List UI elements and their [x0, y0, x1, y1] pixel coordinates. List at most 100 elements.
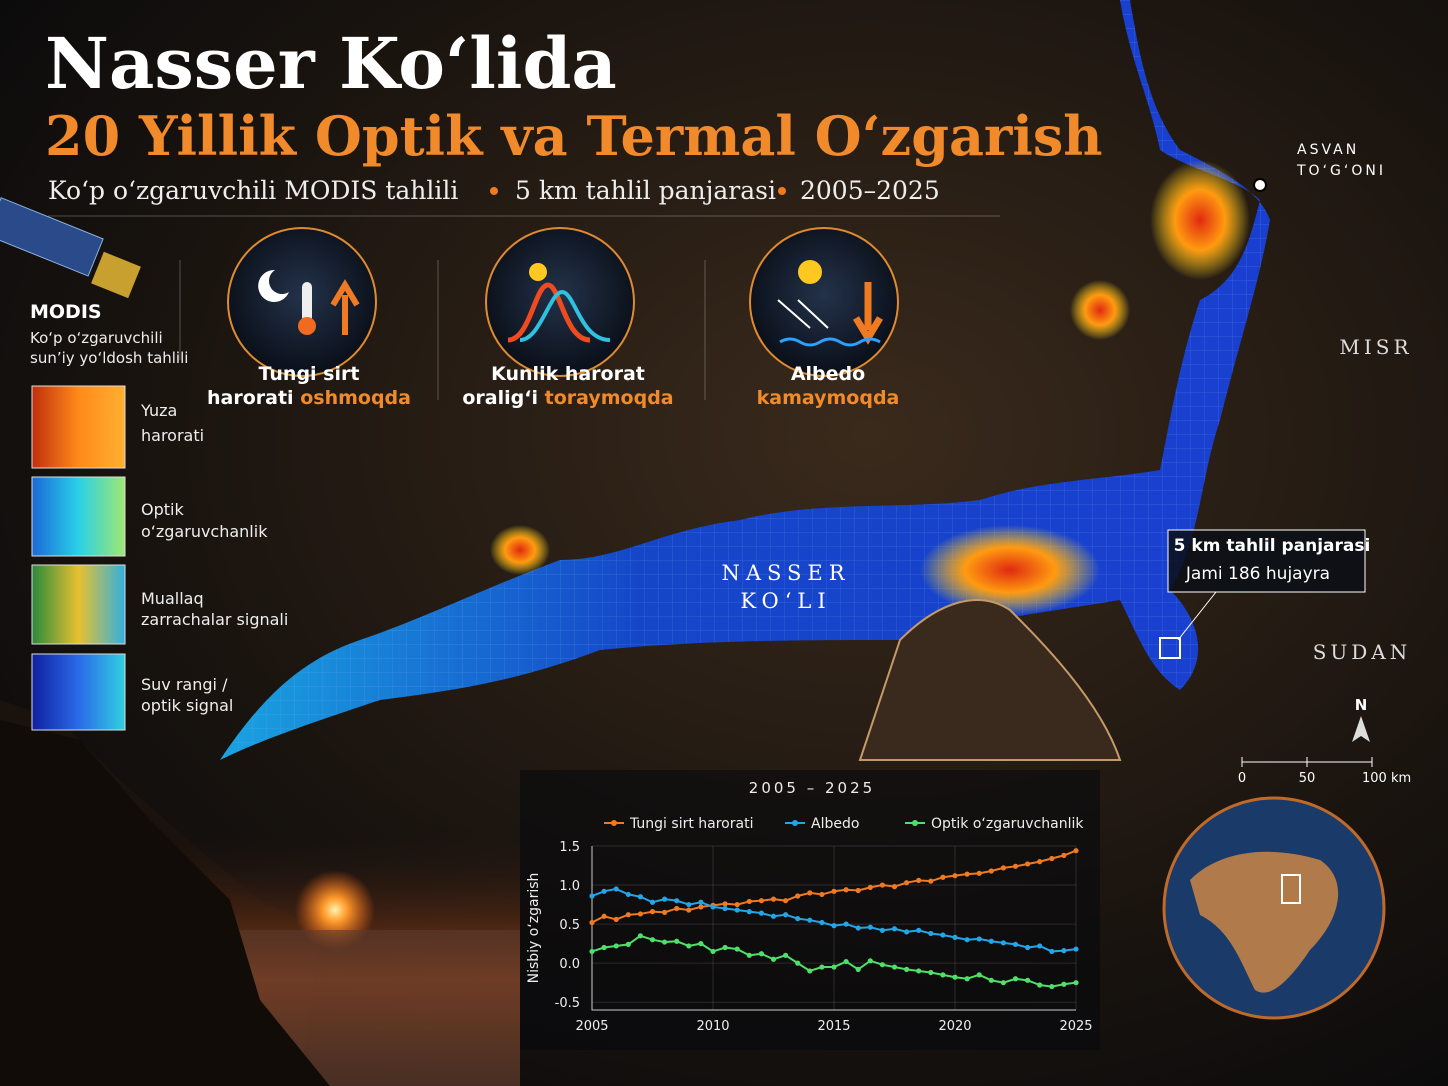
hotspot: [1150, 160, 1250, 280]
layer-label: Muallaq: [141, 589, 204, 608]
data-point: [928, 969, 934, 976]
data-point: [1012, 976, 1019, 982]
dam-marker: [1253, 178, 1267, 192]
data-point: [1061, 948, 1067, 954]
data-point: [795, 960, 801, 966]
indicator-title: Albedo: [791, 363, 865, 385]
data-point: [795, 916, 801, 922]
data-point: [867, 924, 873, 930]
cliff: [0, 720, 330, 1086]
data-point: [964, 937, 970, 943]
x-tick-label: 2025: [1059, 1019, 1092, 1034]
data-point: [952, 934, 958, 940]
data-point: [988, 938, 994, 944]
data-point: [819, 919, 825, 926]
data-point: [770, 956, 777, 962]
title: Nasser Ko‘lida: [45, 22, 617, 105]
layer-label: harorati: [141, 426, 204, 445]
lake-label: NASSER: [721, 561, 850, 585]
north-arrow: [1352, 716, 1370, 742]
data-point: [1061, 981, 1067, 987]
data-point: [1073, 946, 1079, 952]
grid-box-title: 5 km tahlil panjarasi: [1174, 536, 1371, 556]
data-point: [589, 893, 595, 899]
data-point: [758, 898, 765, 904]
country-label: MISR: [1339, 335, 1412, 359]
data-point: [891, 926, 898, 932]
data-point: [1073, 848, 1079, 854]
data-point: [649, 909, 656, 915]
data-point: [855, 887, 861, 894]
data-point: [964, 871, 970, 877]
data-point: [1037, 982, 1043, 988]
chart-panel: [520, 770, 1100, 1050]
data-point: [637, 894, 644, 900]
data-point: [952, 974, 958, 980]
satellite: [0, 197, 141, 299]
indicator-line: kamaymoqda: [757, 387, 900, 409]
data-point: [831, 923, 837, 929]
data-point: [686, 907, 692, 913]
layer-label: Optik: [141, 500, 184, 519]
data-point: [601, 944, 607, 951]
icons: [227, 227, 899, 377]
data-point: [674, 938, 680, 944]
tagline: 5 km tahlil panjarasi: [515, 176, 776, 205]
data-point: [758, 910, 765, 916]
data-point: [1049, 855, 1055, 862]
y-tick-label: 1.0: [559, 879, 580, 894]
data-point: [637, 933, 644, 939]
hotspot: [490, 525, 550, 575]
texts: Nasser Ko‘lida 20 Yillik Optik va Termal…: [30, 22, 1412, 714]
data-point: [589, 948, 595, 955]
indicator-line: harorati oshmoqda: [207, 387, 411, 409]
data-point: [722, 901, 728, 907]
data-point: [722, 905, 728, 912]
data-point: [625, 912, 631, 918]
data-point: [770, 913, 777, 919]
bullet: [778, 187, 786, 195]
data-point: [746, 898, 752, 905]
dam-label: ASVAN: [1297, 142, 1359, 158]
data-point: [795, 893, 801, 899]
data-point: [891, 964, 898, 970]
legend-marker: [611, 820, 617, 826]
data-point: [940, 972, 946, 978]
subtitle: 20 Yillik Optik va Termal O‘zgarish: [45, 104, 1103, 168]
x-tick-label: 2015: [817, 1019, 850, 1034]
data-point: [662, 896, 668, 902]
data-point: [1061, 852, 1067, 858]
data-point: [649, 899, 656, 905]
legend-marker: [792, 820, 798, 826]
data-point: [855, 925, 861, 931]
data-point: [1049, 948, 1055, 955]
data-point: [698, 941, 704, 947]
data-point: [807, 890, 813, 896]
data-point: [891, 884, 898, 890]
data-point: [928, 930, 934, 937]
modis-description: sun’iy yo‘ldosh tahlili: [30, 349, 188, 367]
hotspot: [1070, 280, 1130, 340]
data-point: [904, 966, 910, 972]
legend-marker: [912, 820, 918, 826]
data-point: [928, 878, 934, 884]
data-point: [1000, 980, 1007, 986]
data-point: [819, 891, 825, 898]
data-point: [613, 886, 619, 892]
data-point: [1000, 865, 1007, 871]
data-point: [758, 951, 765, 957]
hotspot: [920, 525, 1100, 615]
data-point: [686, 901, 692, 908]
data-point: [964, 976, 970, 982]
data-point: [783, 952, 789, 958]
data-point: [879, 927, 886, 933]
data-point: [722, 944, 728, 951]
data-point: [601, 913, 607, 919]
country-label: SUDAN: [1313, 640, 1412, 664]
data-point: [589, 919, 595, 926]
data-point: [843, 887, 849, 893]
indicator-title: Kunlik harorat: [491, 363, 645, 385]
y-axis-label: Nisbiy o‘zgarish: [526, 873, 542, 984]
data-point: [625, 941, 631, 948]
